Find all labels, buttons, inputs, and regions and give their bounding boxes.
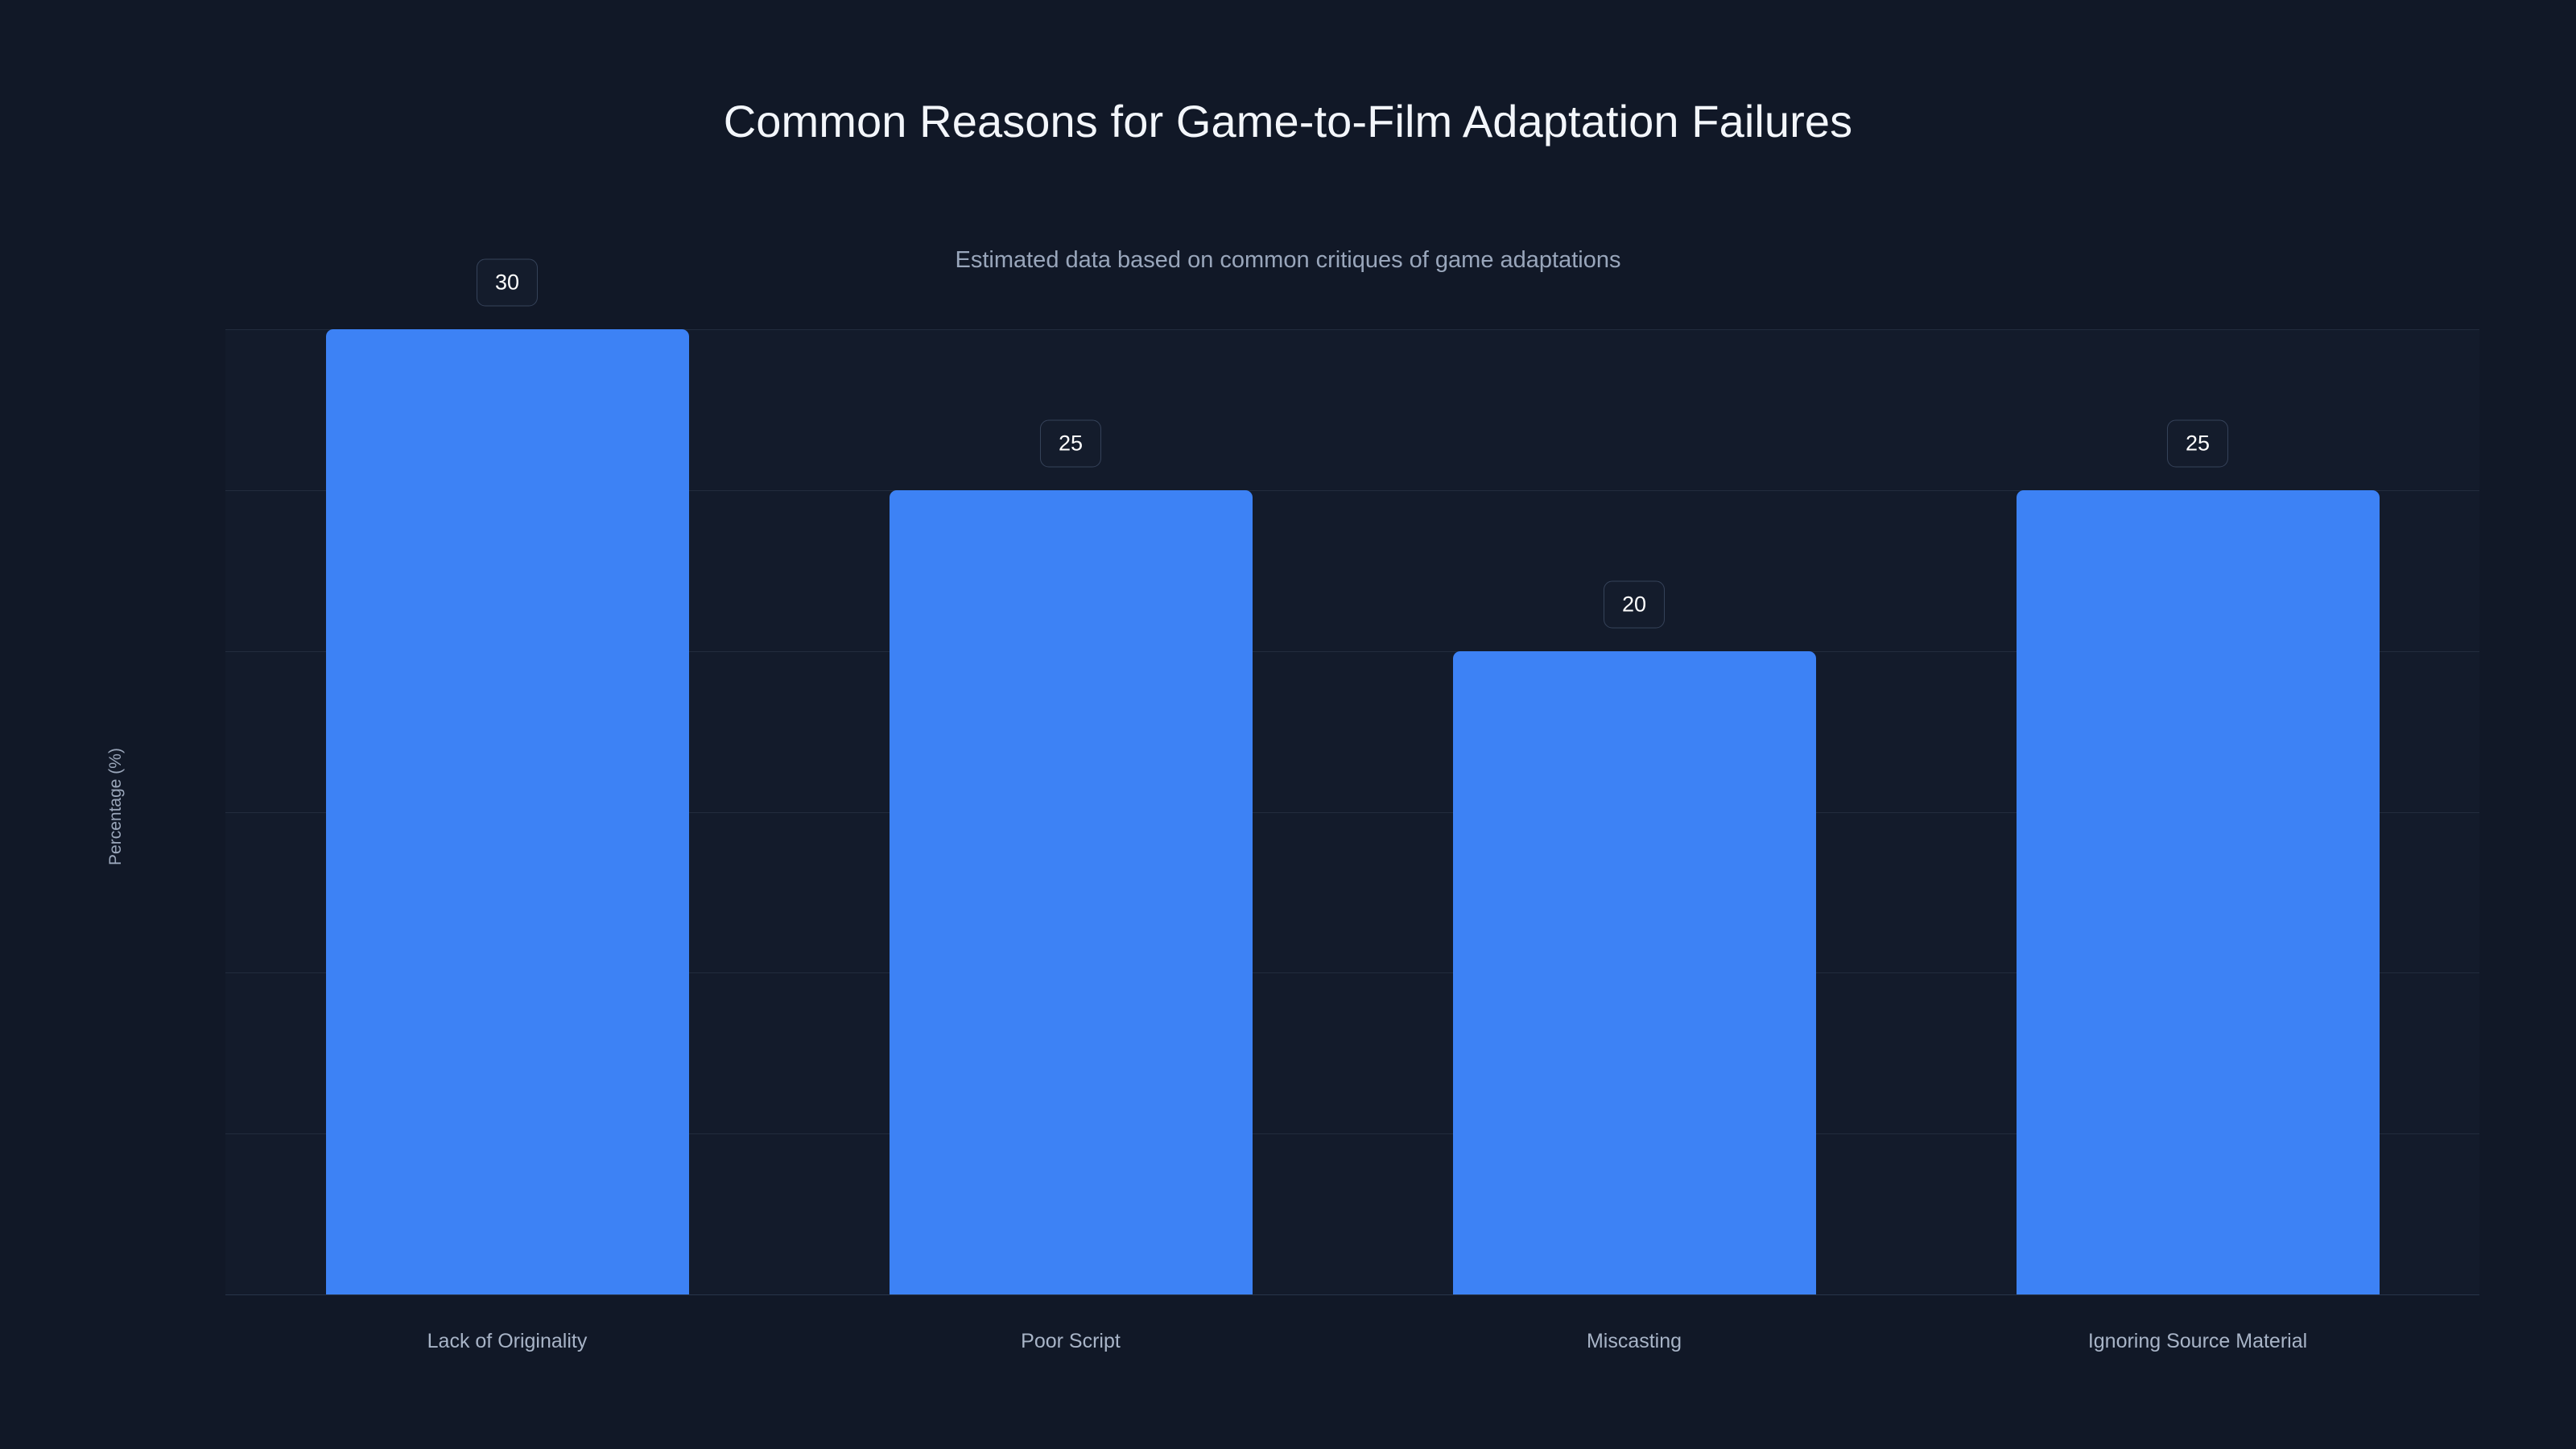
bar[interactable] xyxy=(889,489,1253,1294)
chart-subtitle: Estimated data based on common critiques… xyxy=(955,247,1621,273)
bar-column[interactable] xyxy=(1452,329,1816,1294)
bar[interactable] xyxy=(325,329,689,1294)
x-axis-tick-label: Miscasting xyxy=(1586,1330,1682,1352)
y-axis-title: Percentage (%) xyxy=(106,748,125,865)
bar-value-label: 30 xyxy=(476,258,539,307)
bar[interactable] xyxy=(2016,489,2380,1294)
x-axis-tick-label: Poor Script xyxy=(1021,1330,1121,1352)
gridline xyxy=(225,1294,2479,1295)
gridline xyxy=(225,650,2479,652)
bar-value-label: 25 xyxy=(1039,419,1102,468)
bar-value-label: 20 xyxy=(1603,580,1666,629)
plot-area xyxy=(225,329,2479,1295)
gridline xyxy=(225,1133,2479,1135)
gridline xyxy=(225,811,2479,813)
bar-column[interactable] xyxy=(2016,329,2380,1294)
gridline xyxy=(225,489,2479,491)
chart-title: Common Reasons for Game-to-Film Adaptati… xyxy=(723,96,1853,147)
bar-column[interactable] xyxy=(325,329,689,1294)
gridline xyxy=(225,972,2479,974)
gridline xyxy=(225,329,2479,330)
bar-column[interactable] xyxy=(889,329,1253,1294)
x-axis-tick-label: Lack of Originality xyxy=(427,1330,588,1352)
bar-value-label: 25 xyxy=(2166,419,2229,468)
x-axis-tick-label: Ignoring Source Material xyxy=(2087,1330,2308,1352)
bar[interactable] xyxy=(1452,650,1816,1294)
